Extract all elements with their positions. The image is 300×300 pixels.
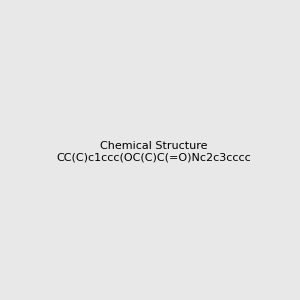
Text: Chemical Structure
CC(C)c1ccc(OC(C)C(=O)Nc2c3cccc: Chemical Structure CC(C)c1ccc(OC(C)C(=O)… [56,141,251,162]
